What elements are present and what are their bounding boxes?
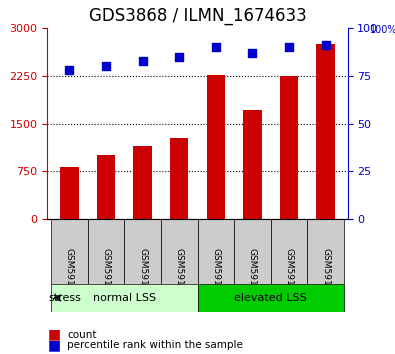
Text: GSM591782: GSM591782 (102, 249, 111, 303)
Text: GSM591788: GSM591788 (321, 249, 330, 303)
Point (213, 45, 219, 50)
Bar (97, 155, 115, 219)
Point (249, 50, 256, 56)
Text: ■: ■ (47, 327, 60, 342)
Text: count: count (67, 330, 97, 339)
Point (139, 58, 146, 64)
Bar (280, 76, 298, 219)
FancyBboxPatch shape (271, 219, 307, 284)
Text: GSM591785: GSM591785 (211, 249, 220, 303)
Text: GSM591787: GSM591787 (284, 249, 293, 303)
FancyBboxPatch shape (51, 284, 198, 312)
FancyBboxPatch shape (234, 219, 271, 284)
Text: GSM591783: GSM591783 (138, 249, 147, 303)
Point (286, 45, 292, 50)
FancyBboxPatch shape (51, 219, 88, 284)
Point (66, 67, 73, 73)
FancyBboxPatch shape (198, 219, 234, 284)
Text: GSM591784: GSM591784 (175, 249, 184, 303)
Point (103, 64, 109, 69)
Text: normal LSS: normal LSS (93, 293, 156, 303)
Point (176, 54, 182, 60)
Bar (207, 75, 225, 219)
Text: elevated LSS: elevated LSS (234, 293, 307, 303)
FancyBboxPatch shape (198, 284, 344, 312)
FancyBboxPatch shape (124, 219, 161, 284)
Y-axis label: 100%: 100% (370, 24, 395, 34)
Text: percentile rank within the sample: percentile rank within the sample (67, 340, 243, 350)
Text: GSM591781: GSM591781 (65, 249, 74, 303)
FancyBboxPatch shape (161, 219, 198, 284)
Bar (243, 110, 261, 219)
FancyBboxPatch shape (88, 219, 124, 284)
Text: GSM591786: GSM591786 (248, 249, 257, 303)
FancyBboxPatch shape (307, 219, 344, 284)
Text: GDS3868 / ILMN_1674633: GDS3868 / ILMN_1674633 (88, 7, 307, 25)
Text: stress: stress (48, 293, 81, 303)
Bar (134, 146, 152, 219)
Point (322, 42, 329, 48)
Bar (316, 44, 335, 219)
Bar (170, 138, 188, 219)
Text: ■: ■ (47, 338, 60, 352)
Bar (60, 167, 79, 219)
